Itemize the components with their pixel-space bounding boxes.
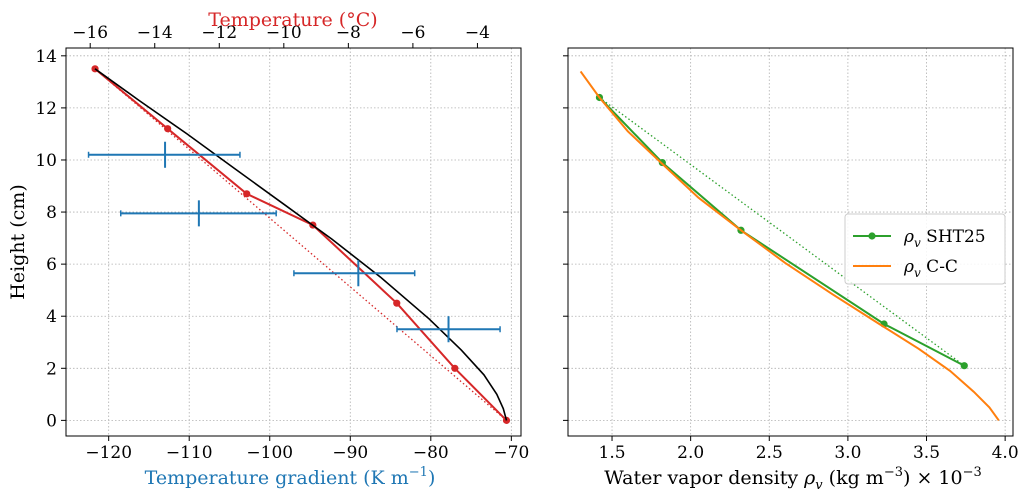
density-cc-curve xyxy=(579,70,1000,421)
bottom-x-tick-label: −80 xyxy=(413,443,449,463)
left-y-tick-label: 2 xyxy=(46,359,57,379)
gradient-errorbar xyxy=(396,316,501,343)
left-y-tick-label: 4 xyxy=(46,307,57,327)
legend-label-subscript: v xyxy=(914,236,921,250)
right-series xyxy=(579,70,1000,421)
temperature-point xyxy=(243,190,251,198)
temperature-point xyxy=(393,299,401,307)
top-x-tick-label: −12 xyxy=(201,23,237,43)
legend-label: ρv SHT25 xyxy=(903,227,986,250)
legend-label-subscript: v xyxy=(914,266,921,280)
right-x-label-sub: v xyxy=(815,478,823,491)
bottom-axis-label-main: Temperature gradient (K m xyxy=(145,467,409,489)
temperature-point xyxy=(451,364,459,372)
right-x-axis-label: Water vapor density ρv (kg m−3) × 10−3 xyxy=(604,465,982,491)
right-x-tick-label: 4.0 xyxy=(992,443,1019,463)
bottom-x-tick-label: −70 xyxy=(493,443,529,463)
top-x-tick-label: −16 xyxy=(72,23,108,43)
temperature-fit-curve xyxy=(94,68,508,421)
right-x-tick-label: 1.5 xyxy=(599,443,626,463)
gradient-errorbar xyxy=(293,260,416,287)
top-x-tick-label: −6 xyxy=(400,23,425,43)
top-x-tick-label: −14 xyxy=(137,23,173,43)
right-x-label-rho: ρ xyxy=(803,467,816,489)
right-x-label-exp: −3 xyxy=(963,465,982,480)
bottom-x-tick-label: −100 xyxy=(246,443,293,463)
right-x-label-units: (kg m xyxy=(823,467,884,489)
right-x-tick-label: 2.0 xyxy=(677,443,704,463)
right-x-label-end: ) × 10 xyxy=(903,467,963,489)
left-y-tick-label: 14 xyxy=(35,47,57,67)
legend-label-symbol: ρ xyxy=(903,227,914,247)
right-x-tick-label: 3.0 xyxy=(834,443,861,463)
left-y-axis-label: Height (cm) xyxy=(7,184,29,299)
left-bottom-ticks: −120 −110 −100 −90 −80 −70 xyxy=(85,436,529,463)
right-x-label-main: Water vapor density xyxy=(604,467,804,489)
left-grid xyxy=(66,48,521,436)
gradient-errorbar xyxy=(120,200,277,227)
left-y-tick-label: 10 xyxy=(35,151,57,171)
left-y-tick-label: 12 xyxy=(35,99,57,119)
legend-label-text: C-C xyxy=(921,257,958,277)
right-x-label-sup: −3 xyxy=(884,465,903,480)
gradient-errorbar xyxy=(87,141,241,168)
left-panel: 0 2 4 6 8 10 12 14 −120 −110 −100 −90 −80 −70 −16 −14… xyxy=(7,9,529,489)
right-x-tick-label: 3.5 xyxy=(913,443,940,463)
top-x-tick-label: −4 xyxy=(465,23,490,43)
right-x-tick-label: 2.5 xyxy=(756,443,783,463)
left-y-tick-label: 0 xyxy=(46,411,57,431)
left-top-ticks: −16 −14 −12 −10 −8 −6 −4 xyxy=(72,23,490,48)
legend-label-symbol: ρ xyxy=(903,257,914,277)
left-plot-frame xyxy=(65,47,522,437)
left-y-tick-label: 8 xyxy=(46,203,57,223)
top-x-tick-label: −8 xyxy=(336,23,361,43)
top-axis-label: Temperature (°C) xyxy=(208,9,377,31)
right-x-ticks: 1.5 2.0 2.5 3.0 3.5 4.0 xyxy=(599,436,1019,463)
left-y-tick-label: 6 xyxy=(46,255,57,275)
bottom-x-tick-label: −110 xyxy=(166,443,213,463)
bottom-axis-label-end: ) xyxy=(428,467,435,489)
density-linear-reference-line xyxy=(599,96,965,367)
legend-label: ρv C-C xyxy=(903,257,958,280)
right-plot-frame xyxy=(567,47,1014,437)
right-grid xyxy=(568,48,1013,436)
temperature-linear-reference-line xyxy=(94,68,507,421)
legend-entry: ρv SHT25 xyxy=(853,227,986,250)
bottom-x-tick-label: −120 xyxy=(85,443,132,463)
top-x-tick-label: −10 xyxy=(266,23,302,43)
bottom-axis-label-sup: −1 xyxy=(409,465,428,480)
legend-label-text: SHT25 xyxy=(921,227,986,247)
left-series xyxy=(87,65,511,424)
left-y-ticks: 0 2 4 6 8 10 12 14 xyxy=(35,47,66,431)
bottom-x-tick-label: −90 xyxy=(332,443,368,463)
legend-marker-swatch xyxy=(868,232,876,240)
temperature-point xyxy=(164,125,172,133)
legend-entry: ρv C-C xyxy=(853,257,958,280)
bottom-axis-label: Temperature gradient (K m−1) xyxy=(145,465,436,489)
right-panel: 1.5 2.0 2.5 3.0 3.5 4.0 Water vapor density ρ… xyxy=(563,47,1019,493)
right-y-ticks xyxy=(563,55,568,421)
